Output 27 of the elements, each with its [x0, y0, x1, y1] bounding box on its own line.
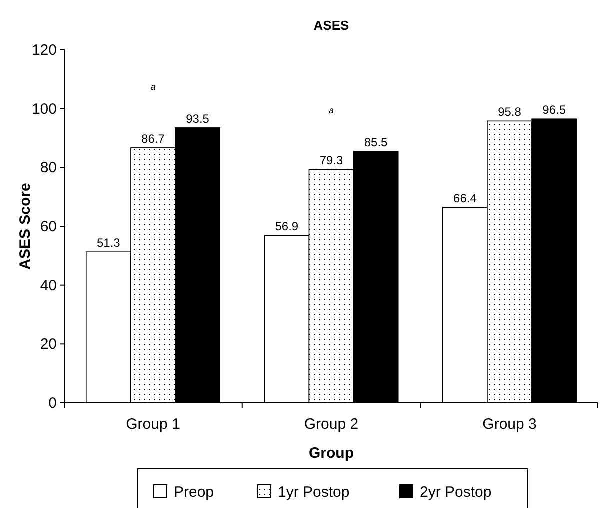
y-tick-label: 0	[48, 395, 57, 412]
y-tick-label: 100	[32, 100, 57, 118]
y-tick-label: 20	[40, 336, 57, 354]
legend-label: 2yr Postop	[420, 484, 492, 501]
y-axis-title: ASES Score	[17, 183, 34, 270]
data-label: 95.8	[498, 105, 522, 120]
y-tick-label: 120	[32, 42, 57, 59]
y-tick-label: 60	[40, 218, 57, 236]
data-label: 66.4	[454, 192, 478, 206]
data-label: 96.5	[542, 103, 566, 118]
x-tick-label: Group 2	[304, 416, 359, 433]
data-label: 56.9	[275, 220, 299, 234]
data-label: 86.7	[142, 132, 166, 146]
chart-title: ASES	[314, 18, 350, 33]
x-tick-label: Group 1	[126, 416, 180, 433]
annotation: a	[328, 105, 334, 116]
annotation: a	[150, 82, 156, 92]
y-tick-label: 80	[40, 160, 57, 177]
data-label: 85.5	[364, 135, 388, 150]
y-tick-label: 40	[40, 277, 57, 294]
x-axis-title: Group	[309, 445, 354, 462]
legend-label: 1yr Postop	[278, 484, 350, 501]
legend-label: Preop	[174, 484, 214, 501]
x-tick-label: Group 3	[482, 416, 537, 433]
data-label: 93.5	[186, 112, 210, 126]
data-label: 79.3	[320, 154, 344, 168]
data-label: 51.3	[96, 236, 121, 250]
